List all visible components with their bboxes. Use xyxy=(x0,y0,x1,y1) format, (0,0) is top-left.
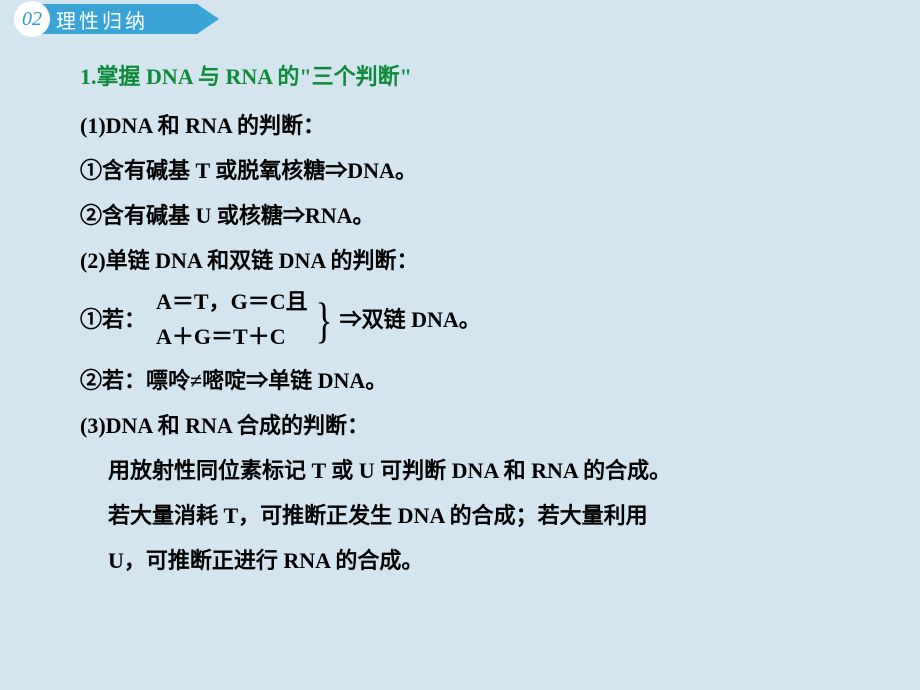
subsection-1-item-2: ②含有碱基 U 或核糖⇒RNA。 xyxy=(80,193,860,238)
section-header: 02 理性归纳 xyxy=(0,0,920,38)
braced-line-2: A＋G＝T＋C xyxy=(156,320,308,354)
subsection-3-line-1: 用放射性同位素标记 T 或 U 可判断 DNA 和 RNA 的合成。 xyxy=(80,448,860,493)
braced-line-1: A＝T，G＝C且 xyxy=(156,285,308,319)
braced-condition-row: ①若： A＝T，G＝C且 A＋G＝T＋C } ⇒双链 DNA。 xyxy=(80,285,860,353)
subsection-3-heading: (3)DNA 和 RNA 合成的判断： xyxy=(80,403,860,448)
subsection-2-item-2: ②若：嘌呤≠嘧啶⇒单链 DNA。 xyxy=(80,358,860,403)
subsection-1-item-1: ①含有碱基 T 或脱氧核糖⇒DNA。 xyxy=(80,148,860,193)
section-number: 02 xyxy=(22,8,42,31)
braced-prefix: ①若： xyxy=(80,302,146,337)
section-number-badge: 02 xyxy=(14,1,50,37)
subsection-3-line-3: U，可推断正进行 RNA 的合成。 xyxy=(80,538,860,583)
section-ribbon: 理性归纳 xyxy=(38,4,198,34)
subsection-3-line-2: 若大量消耗 T，可推断正发生 DNA 的合成；若大量利用 xyxy=(80,493,860,538)
braced-conclusion: ⇒双链 DNA。 xyxy=(340,302,481,337)
document-body: 1.掌握 DNA 与 RNA 的"三个判断" (1)DNA 和 RNA 的判断：… xyxy=(0,38,920,583)
section-ribbon-label: 理性归纳 xyxy=(56,5,148,34)
subsection-1-heading: (1)DNA 和 RNA 的判断： xyxy=(80,103,860,148)
ribbon-arrow-icon xyxy=(197,4,219,34)
right-brace-icon: } xyxy=(315,295,332,345)
braced-lines: A＝T，G＝C且 A＋G＝T＋C xyxy=(156,285,308,353)
section-title: 1.掌握 DNA 与 RNA 的"三个判断" xyxy=(80,54,860,99)
subsection-2-heading: (2)单链 DNA 和双链 DNA 的判断： xyxy=(80,238,860,283)
